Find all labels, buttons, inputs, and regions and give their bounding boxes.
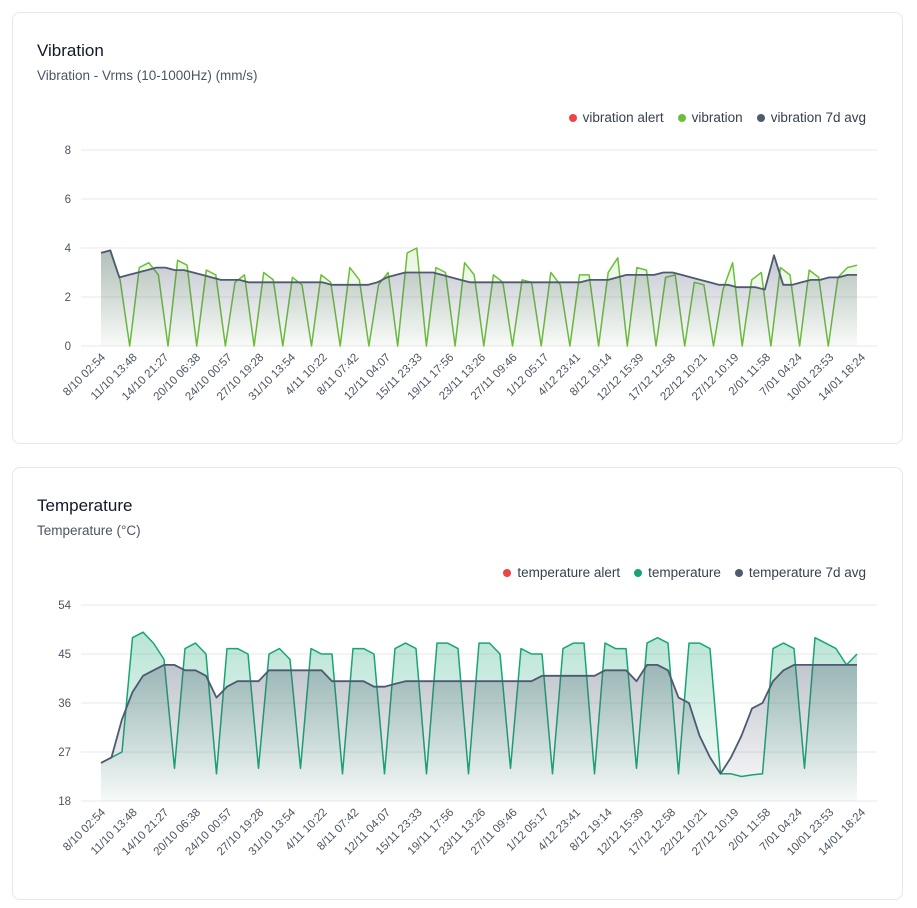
- vibration-card: Vibration Vibration - Vrms (10-1000Hz) (…: [12, 12, 903, 444]
- y-tick-label: 4: [65, 243, 72, 255]
- avg-line: [100, 249, 857, 291]
- legend-label: vibration alert: [582, 110, 664, 125]
- legend-dot-alert: [568, 113, 577, 122]
- y-tick-label: 18: [58, 796, 71, 808]
- y-tick-label: 8: [65, 145, 71, 157]
- legend-item-vibration-avg[interactable]: vibration 7d avg: [756, 110, 866, 125]
- legend-item-temperature-avg[interactable]: temperature 7d avg: [734, 565, 866, 580]
- y-tick-label: 0: [65, 341, 71, 353]
- legend-item-temperature-alert[interactable]: temperature alert: [503, 565, 620, 580]
- avg-area: [101, 664, 857, 801]
- y-tick-label: 2: [65, 292, 71, 304]
- legend-dot-temperature: [634, 568, 643, 577]
- legend-label: vibration 7d avg: [770, 110, 866, 125]
- legend-dot-alert: [503, 568, 512, 577]
- y-tick-label: 6: [65, 194, 71, 206]
- y-tick-label: 45: [58, 649, 71, 661]
- y-tick-label: 54: [58, 600, 71, 612]
- legend-label: temperature 7d avg: [748, 565, 866, 580]
- vibration-subtitle: Vibration - Vrms (10-1000Hz) (mm/s): [37, 68, 258, 83]
- legend-label: temperature alert: [517, 565, 621, 580]
- legend-label: vibration: [691, 110, 743, 125]
- vibration-title: Vibration: [37, 41, 104, 60]
- temperature-legend: temperature alert temperature temperatur…: [503, 565, 866, 580]
- avg-area: [101, 250, 857, 346]
- legend-dot-avg: [734, 568, 743, 577]
- legend-dot-avg: [756, 113, 765, 122]
- legend-item-temperature[interactable]: temperature: [634, 565, 721, 580]
- vibration-legend: vibration alert vibration vibration 7d a…: [568, 110, 866, 125]
- legend-dot-vibration: [677, 113, 686, 122]
- temperature-card: Temperature Temperature (°C) temperature…: [12, 467, 903, 900]
- avg-line: [100, 664, 857, 775]
- temperature-subtitle: Temperature (°C): [37, 523, 141, 538]
- legend-item-vibration[interactable]: vibration: [677, 110, 743, 125]
- y-tick-label: 27: [58, 747, 71, 759]
- temperature-title: Temperature: [37, 496, 133, 515]
- y-tick-label: 36: [58, 698, 71, 710]
- legend-item-vibration-alert[interactable]: vibration alert: [568, 110, 664, 125]
- legend-label: temperature: [648, 565, 721, 580]
